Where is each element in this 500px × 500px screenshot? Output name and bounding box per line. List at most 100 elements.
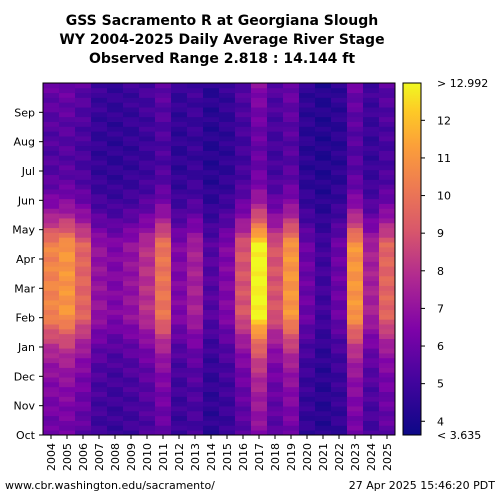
heatmap-cell xyxy=(139,391,156,397)
heatmap-cell xyxy=(59,420,76,426)
heatmap-cell xyxy=(299,275,316,282)
heatmap-cell xyxy=(219,391,236,397)
heatmap-cell xyxy=(363,357,380,364)
heatmap-cell xyxy=(219,324,236,330)
heatmap-cell xyxy=(347,377,364,383)
heatmap-cell xyxy=(267,333,284,339)
heatmap-cell xyxy=(363,237,380,243)
heatmap-cell xyxy=(107,261,124,267)
heatmap-cell xyxy=(251,136,268,142)
heatmap-cell xyxy=(315,145,332,151)
heatmap-cell xyxy=(235,415,252,421)
heatmap-cell xyxy=(267,246,284,253)
heatmap-cell xyxy=(347,381,364,388)
heatmap-cell xyxy=(107,140,124,147)
heatmap-cell xyxy=(155,237,172,243)
heatmap-cell xyxy=(219,348,236,354)
heatmap-cell xyxy=(139,251,156,257)
heatmap-cell xyxy=(91,266,108,272)
heatmap-cell xyxy=(347,415,364,421)
heatmap-cell xyxy=(251,367,268,373)
heatmap-cell xyxy=(363,222,380,229)
heatmap-cell xyxy=(75,314,92,320)
heatmap-cell xyxy=(315,391,332,397)
heatmap-cell xyxy=(315,227,332,233)
heatmap-cell xyxy=(251,102,268,108)
heatmap-cell xyxy=(139,285,156,291)
heatmap-cell xyxy=(91,145,108,151)
heatmap-cell xyxy=(283,193,300,200)
heatmap-cell xyxy=(299,87,316,94)
heatmap-cell xyxy=(43,193,60,200)
heatmap-cell xyxy=(331,145,348,151)
footer-url: www.cbr.washington.edu/sacramento/ xyxy=(5,479,215,492)
x-tick-label: 2018 xyxy=(269,443,282,471)
heatmap-cell xyxy=(347,372,364,378)
heatmap-cell xyxy=(347,333,364,339)
heatmap-cell xyxy=(203,184,220,190)
heatmap-cell xyxy=(379,367,396,373)
heatmap-cell xyxy=(187,179,204,185)
heatmap-cell xyxy=(235,256,252,262)
heatmap-cell xyxy=(203,174,220,180)
heatmap-cell xyxy=(107,169,124,176)
heatmap-cell xyxy=(203,126,220,132)
heatmap-cell xyxy=(171,107,188,113)
heatmap-cell xyxy=(43,406,60,412)
y-tick-label: Feb xyxy=(16,312,35,325)
heatmap-cell xyxy=(155,415,172,421)
heatmap-cell xyxy=(187,131,204,137)
heatmap-cell xyxy=(283,280,300,286)
heatmap-cell xyxy=(43,179,60,185)
heatmap-cell xyxy=(267,213,284,219)
heatmap-cell xyxy=(379,174,396,180)
heatmap-cell xyxy=(91,271,108,277)
heatmap-cell xyxy=(43,232,60,238)
heatmap-cell xyxy=(331,227,348,233)
heatmap-cell xyxy=(123,218,140,224)
heatmap-cell xyxy=(139,160,156,166)
heatmap-cell xyxy=(283,430,300,436)
heatmap-cell xyxy=(299,121,316,127)
x-tick-label: 2020 xyxy=(301,443,314,471)
heatmap-cell xyxy=(91,425,108,431)
heatmap-cell xyxy=(75,256,92,262)
heatmap-cell xyxy=(107,246,124,253)
heatmap-cell xyxy=(91,348,108,354)
heatmap-cell xyxy=(283,251,300,257)
heatmap-cell xyxy=(107,309,124,315)
heatmap-cell xyxy=(107,102,124,108)
heatmap-cell xyxy=(363,295,380,301)
heatmap-cell xyxy=(219,218,236,224)
heatmap-cell xyxy=(379,169,396,176)
x-tick-label: 2022 xyxy=(333,443,346,471)
heatmap-cell xyxy=(235,107,252,113)
heatmap-cell xyxy=(331,111,348,118)
x-tick-label: 2015 xyxy=(221,443,234,471)
heatmap-cell xyxy=(43,111,60,118)
heatmap-cell xyxy=(283,160,300,166)
heatmap-cell xyxy=(347,314,364,320)
x-tick-label: 2006 xyxy=(77,443,90,471)
heatmap-cell xyxy=(75,150,92,156)
heatmap-cell xyxy=(75,430,92,436)
heatmap-cell xyxy=(187,401,204,407)
heatmap-cell xyxy=(155,290,172,296)
heatmap-cell xyxy=(59,309,76,315)
heatmap-cell xyxy=(155,420,172,426)
heatmap-cell xyxy=(283,222,300,229)
heatmap-cell xyxy=(219,208,236,214)
heatmap-cell xyxy=(123,266,140,272)
heatmap-cell xyxy=(379,136,396,142)
heatmap-cell xyxy=(235,111,252,118)
y-tick-label: Sep xyxy=(14,106,35,119)
heatmap-cell xyxy=(331,136,348,142)
heatmap-cell xyxy=(171,299,188,306)
heatmap-cell xyxy=(43,140,60,147)
heatmap-cell xyxy=(235,348,252,354)
heatmap-cell xyxy=(379,343,396,349)
heatmap-cell xyxy=(43,160,60,166)
heatmap-cell xyxy=(59,353,76,359)
heatmap-cell xyxy=(331,218,348,224)
heatmap-cell xyxy=(379,193,396,200)
